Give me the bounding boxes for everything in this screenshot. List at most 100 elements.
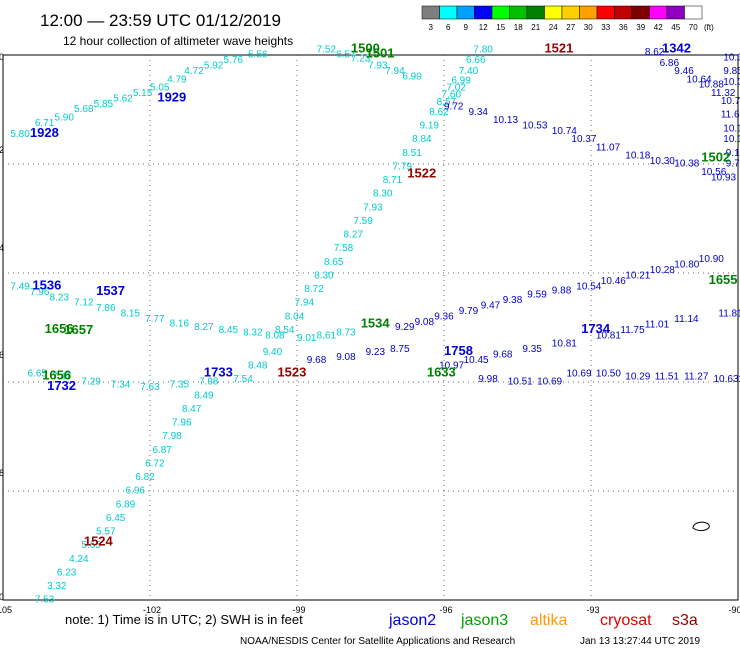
wave-height-value: 4.24 bbox=[69, 554, 89, 565]
wave-height-value: 8.73 bbox=[336, 328, 356, 339]
legend-swatch bbox=[509, 5, 528, 20]
track-jason2-1733: 6.65 7.47 7.29 7.34 7.63 7.35 7.98 7.54 bbox=[28, 369, 254, 394]
wave-height-value: 10.80 bbox=[674, 260, 699, 271]
wave-height-value: 11.51 bbox=[655, 371, 680, 382]
wave-height-value: 6.23 bbox=[57, 567, 77, 578]
pass-time-label: 1521 bbox=[544, 40, 573, 55]
wave-height-value: 10.93 bbox=[711, 172, 736, 183]
wave-height-value: 5.65 bbox=[81, 540, 101, 551]
pass-time-label: 1656 bbox=[42, 367, 71, 382]
wave-height-value: 10.18 bbox=[723, 134, 740, 145]
track-jason3-1500: 7.52 6.577.237.937.946.99 bbox=[317, 44, 423, 82]
wave-height-value: 10.54 bbox=[576, 281, 601, 292]
wave-height-value: 6.45 bbox=[106, 513, 126, 524]
legend-swatch bbox=[474, 5, 493, 20]
wave-height-value: 7.79 bbox=[393, 161, 413, 172]
satellite-jason3: jason3 bbox=[460, 612, 508, 629]
wave-height-value: 5.76 bbox=[224, 55, 244, 66]
wave-height-value: 7.12 bbox=[74, 298, 94, 309]
wave-height-value: 8.72 bbox=[304, 284, 324, 295]
wave-height-value: 9.08 bbox=[415, 317, 435, 328]
wave-height-value: 6.72 bbox=[145, 458, 165, 469]
legend-swatch bbox=[421, 5, 440, 20]
wave-height-value: 7.63 bbox=[140, 382, 160, 393]
wave-height-value: 8.61 bbox=[317, 330, 337, 341]
wave-height-value: 11.27 bbox=[684, 371, 709, 382]
wave-height-value: 10.69 bbox=[567, 369, 592, 380]
legend-bin-label: 15 bbox=[496, 23, 505, 32]
legend-bin-label: 42 bbox=[654, 23, 663, 32]
legend-swatch bbox=[491, 5, 510, 20]
latitude-tick-label: -64 bbox=[0, 243, 4, 253]
legend-bin-label: 21 bbox=[531, 23, 540, 32]
wave-height-value: 11.32 bbox=[711, 88, 736, 99]
wave-height-value: 9.68 bbox=[493, 349, 513, 360]
wave-height-value: 8.65 bbox=[324, 257, 344, 268]
satellite-s3a: s3a bbox=[672, 612, 698, 629]
wave-height-value: 9.47 bbox=[481, 300, 501, 311]
wave-height-value: 6.86 bbox=[660, 58, 680, 69]
wave-height-value: 3.32 bbox=[47, 581, 67, 592]
legend-bin-label: 24 bbox=[549, 23, 558, 32]
wave-height-value: 10.13 bbox=[493, 115, 518, 126]
wave-height-value: 8.15 bbox=[121, 309, 141, 320]
wave-height-value: 7.86 bbox=[96, 303, 116, 314]
track-s3a-1521: 7.806.667.406.997.027.608.578.629.198.84… bbox=[248, 44, 493, 371]
wave-height-value: 6.71 bbox=[35, 118, 55, 129]
longitude-tick-label: -99 bbox=[292, 605, 305, 615]
track-jason2-1537: 7.49 7.96 8.23 7.12 7.86 8.15 7.77 8.16 8.27 8.45… bbox=[10, 281, 356, 344]
wave-height-value: 10.46 bbox=[601, 276, 626, 287]
pass-time-label: 1733 bbox=[204, 365, 233, 380]
wave-height-value: 8.84 bbox=[412, 134, 432, 145]
wave-height-value: 10.38 bbox=[674, 159, 699, 170]
wave-height-value: 9.36 bbox=[434, 311, 454, 322]
legend-swatch bbox=[649, 5, 668, 20]
wave-height-value: 9.79 bbox=[459, 306, 479, 317]
wave-height-value: 9.16 bbox=[726, 148, 740, 159]
wave-height-value: 7.59 bbox=[353, 216, 373, 227]
map-subtitle: 12 hour collection of altimeter wave hei… bbox=[63, 34, 293, 48]
wave-height-value: 10.63 bbox=[714, 374, 739, 385]
pass-time-label: 1758 bbox=[444, 343, 473, 358]
wave-height-value: 10.30 bbox=[650, 156, 675, 167]
pass-time-label: 1500 bbox=[351, 40, 380, 55]
wave-height-value: 7.98 bbox=[162, 431, 182, 442]
wave-height-value: 7.54 bbox=[233, 374, 253, 385]
legend-bin-label: 9 bbox=[464, 23, 469, 32]
legend-swatch bbox=[561, 5, 580, 20]
wave-height-value: 6.99 bbox=[451, 75, 471, 86]
wave-height-value: 6.57 bbox=[336, 50, 356, 61]
satellite-altika: altika bbox=[530, 612, 567, 629]
legend-swatch bbox=[456, 5, 475, 20]
footer-note: note: 1) Time is in UTC; 2) SWH is in fe… bbox=[65, 612, 303, 627]
pass-time-label: 1657 bbox=[64, 322, 93, 337]
wave-height-value: 8.08 bbox=[265, 330, 285, 341]
pass-time-label: 1928 bbox=[30, 125, 59, 140]
legend-bin-label: 70 bbox=[689, 23, 698, 32]
satellite-jason2: jason2 bbox=[388, 612, 436, 629]
pass-time-label: 1929 bbox=[157, 89, 186, 104]
wave-height-value: 9.29 bbox=[395, 322, 415, 333]
pass-time-label: 1522 bbox=[407, 166, 436, 181]
wave-height-value: 7.29 bbox=[81, 377, 101, 388]
wave-height-value: 8.32 bbox=[243, 328, 263, 339]
wave-height-value: 10.32 bbox=[723, 52, 740, 63]
wave-height-value: 5.68 bbox=[74, 104, 94, 115]
latitude-tick-label: -66 bbox=[0, 350, 4, 360]
wave-height-value: 10.21 bbox=[625, 270, 650, 281]
wave-height-value: 7.02 bbox=[446, 82, 466, 93]
wave-height-value: 8.62 bbox=[429, 107, 449, 118]
latitude-tick-labels: -60 -62 -64 -66 -68 -70 bbox=[0, 52, 4, 602]
wave-height-value: 10.64 bbox=[687, 74, 712, 85]
wave-height-value: 7.53 bbox=[35, 595, 55, 606]
wave-height-value: 10.53 bbox=[522, 121, 547, 132]
legend-swatch bbox=[526, 5, 545, 20]
wave-height-value: 9.59 bbox=[527, 290, 547, 301]
legend-bin-label: 6 bbox=[446, 23, 451, 32]
longitude-tick-label: -105 bbox=[0, 605, 12, 615]
wave-height-value: 11.75 bbox=[620, 325, 645, 336]
longitude-tick-label: -96 bbox=[439, 605, 452, 615]
